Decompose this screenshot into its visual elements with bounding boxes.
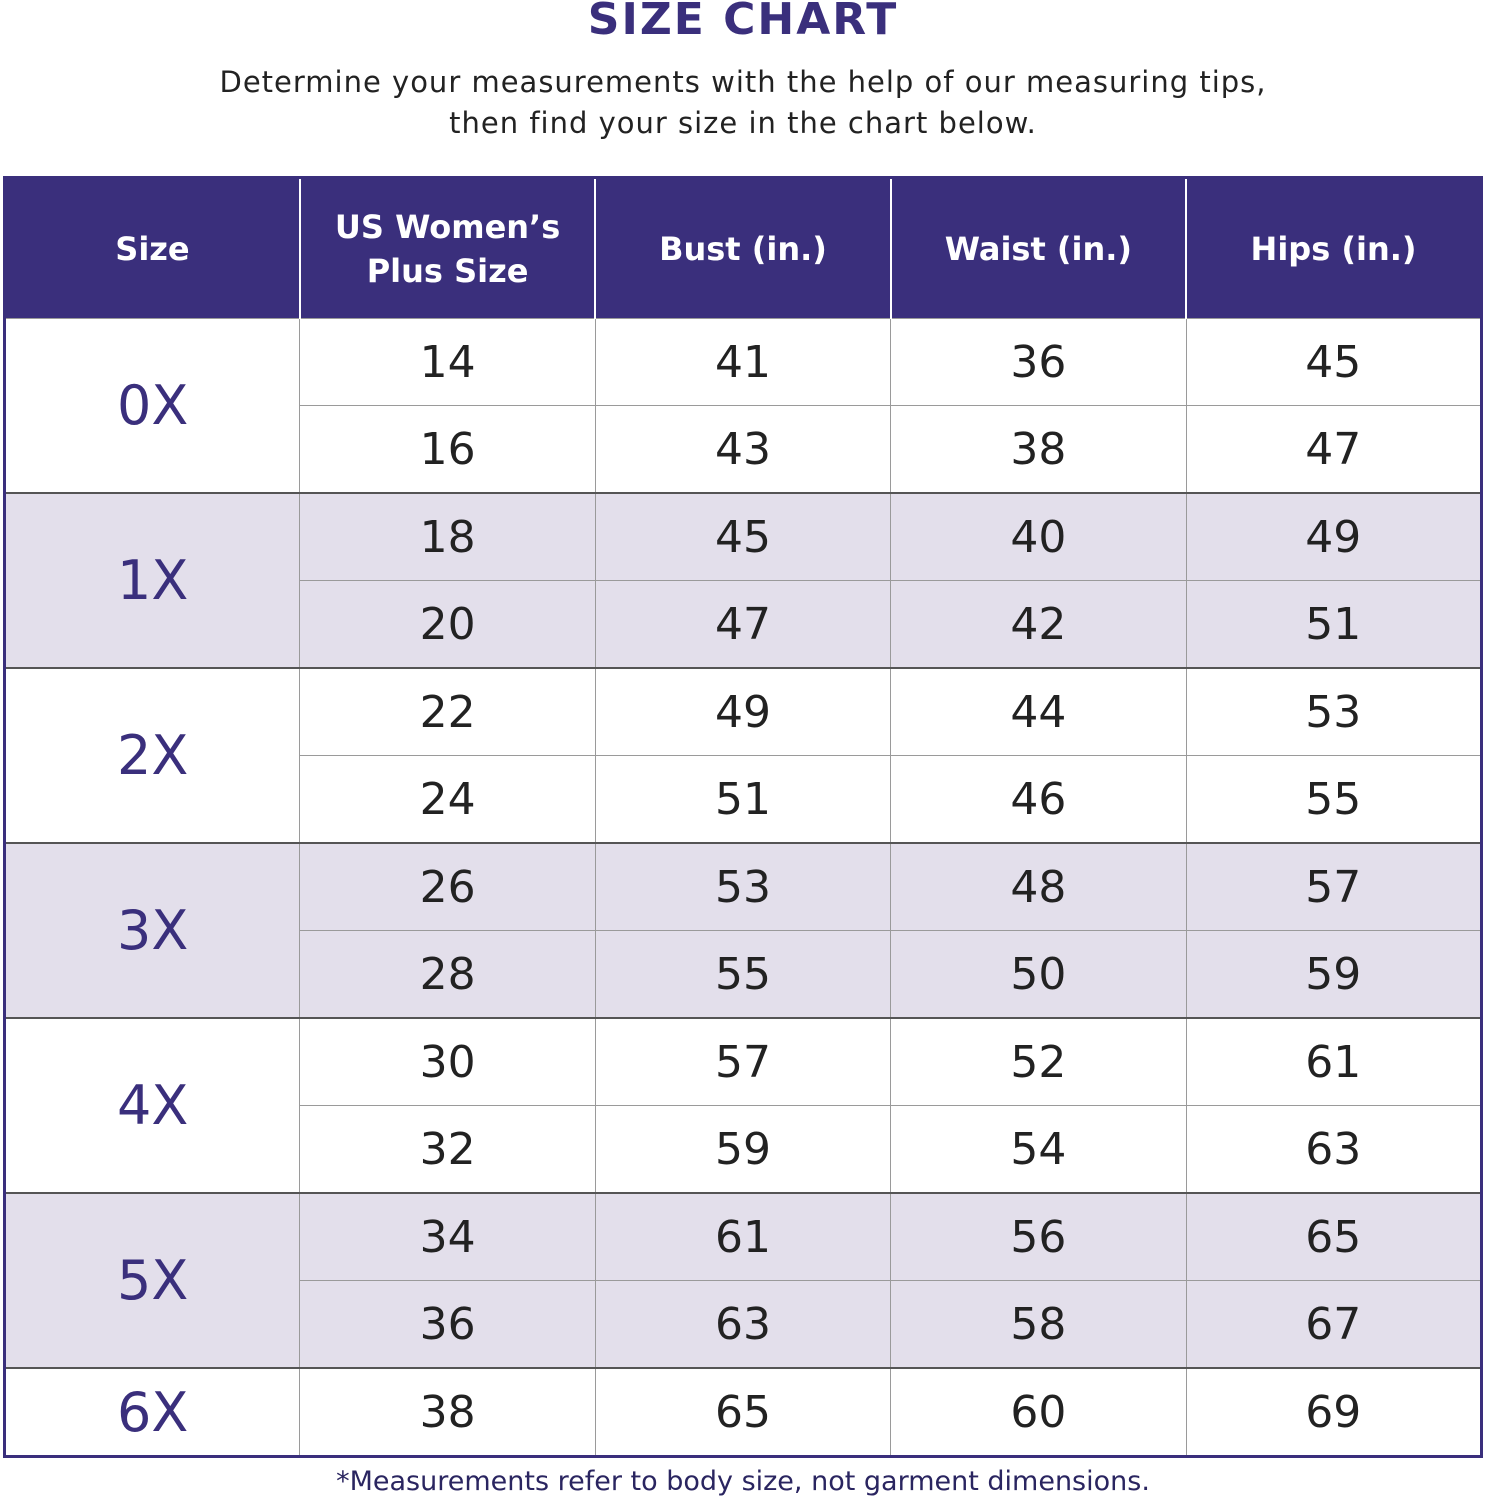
header-waist: Waist (in.)	[889, 177, 1187, 319]
table-row: 2X 22 49 44 53	[3, 667, 1483, 844]
bust-cell: 57	[594, 1017, 892, 1106]
waist-cell: 46	[890, 755, 1187, 844]
us-size-cell: 34	[299, 1192, 596, 1281]
waist-cell: 60	[890, 1367, 1187, 1457]
hips-cell: 45	[1185, 318, 1483, 406]
us-size-cell: 26	[299, 842, 596, 931]
header-bust: Bust (in.)	[594, 177, 891, 319]
size-cell: 0X	[3, 318, 301, 494]
waist-cell: 36	[890, 318, 1187, 406]
hips-cell: 69	[1185, 1367, 1483, 1457]
bust-cell: 49	[594, 667, 892, 756]
bust-cell: 45	[594, 492, 892, 581]
us-size-cell: 20	[299, 580, 596, 669]
bust-cell: 41	[594, 318, 892, 406]
us-size-cell: 22	[299, 667, 596, 756]
waist-cell: 44	[890, 667, 1187, 756]
table-row: 1X 18 45 40 49	[3, 492, 1483, 669]
waist-cell: 58	[890, 1280, 1187, 1369]
size-cell: 5X	[3, 1192, 301, 1369]
table-row: 6X 38 65 60 69	[3, 1367, 1483, 1457]
header-hips: Hips (in.)	[1185, 177, 1482, 319]
waist-cell: 38	[890, 405, 1187, 494]
hips-cell: 55	[1185, 755, 1483, 844]
hips-cell: 47	[1185, 405, 1483, 494]
us-size-cell: 28	[299, 930, 596, 1019]
table-row: 36 63 58 67	[5, 1280, 1483, 1369]
table-row: 0X 14 41 36 45	[3, 318, 1483, 494]
header-us-womens-plus-size: US Women’s Plus Size	[298, 177, 596, 319]
waist-cell: 50	[890, 930, 1187, 1019]
page-title: SIZE CHART	[587, 0, 899, 45]
us-size-cell: 24	[299, 755, 596, 844]
table-row: 4X 30 57 52 61	[3, 1017, 1483, 1194]
us-size-cell: 30	[299, 1017, 596, 1106]
bust-cell: 59	[594, 1105, 892, 1194]
bust-cell: 51	[594, 755, 892, 844]
us-size-cell: 18	[299, 492, 596, 581]
us-size-cell: 38	[299, 1367, 596, 1457]
bust-cell: 43	[594, 405, 892, 494]
header-size: Size	[4, 177, 300, 319]
table-row: 28 55 50 59	[5, 930, 1483, 1019]
waist-cell: 54	[890, 1105, 1187, 1194]
table-body: 0X 14 41 36 45 16 43 38 47 1X 18 45 40 49 20 47 42 51 2X 22…	[3, 318, 1483, 1457]
us-size-cell: 32	[299, 1105, 596, 1194]
subtitle-line-1: Determine your measurements with the hel…	[219, 65, 1267, 99]
hips-cell: 59	[1185, 930, 1483, 1019]
us-size-cell: 16	[299, 405, 596, 494]
us-size-cell: 36	[299, 1280, 596, 1369]
size-cell: 2X	[3, 667, 301, 844]
hips-cell: 67	[1185, 1280, 1483, 1369]
bust-cell: 47	[594, 580, 892, 669]
footnote: *Measurements refer to body size, not ga…	[336, 1466, 1150, 1497]
bust-cell: 63	[594, 1280, 892, 1369]
bust-cell: 53	[594, 842, 892, 931]
table-row: 3X 26 53 48 57	[3, 842, 1483, 1019]
size-cell: 1X	[3, 492, 301, 669]
subtitle: Determine your measurements with the hel…	[0, 62, 1486, 144]
table-row: 24 51 46 55	[5, 755, 1483, 844]
waist-cell: 48	[890, 842, 1187, 931]
size-cell: 3X	[3, 842, 301, 1019]
waist-cell: 52	[890, 1017, 1187, 1106]
hips-cell: 63	[1185, 1105, 1483, 1194]
table-row: 20 47 42 51	[5, 580, 1483, 669]
bust-cell: 55	[594, 930, 892, 1019]
hips-cell: 53	[1185, 667, 1483, 756]
hips-cell: 65	[1185, 1192, 1483, 1281]
waist-cell: 56	[890, 1192, 1187, 1281]
hips-cell: 57	[1185, 842, 1483, 931]
hips-cell: 51	[1185, 580, 1483, 669]
table-row: 5X 34 61 56 65	[3, 1192, 1483, 1369]
bust-cell: 65	[594, 1367, 892, 1457]
waist-cell: 42	[890, 580, 1187, 669]
header-us-womens-plus-size-label: US Women’s Plus Size	[334, 207, 561, 290]
size-cell: 4X	[3, 1017, 301, 1194]
table-header-row: Size US Women’s Plus Size Bust (in.) Wai…	[4, 177, 1482, 319]
bust-cell: 61	[594, 1192, 892, 1281]
size-cell: 6X	[3, 1367, 301, 1457]
hips-cell: 49	[1185, 492, 1483, 581]
waist-cell: 40	[890, 492, 1187, 581]
us-size-cell: 14	[299, 318, 596, 406]
hips-cell: 61	[1185, 1017, 1483, 1106]
size-chart-table: Size US Women’s Plus Size Bust (in.) Wai…	[3, 176, 1483, 1458]
subtitle-line-2: then find your size in the chart below.	[449, 106, 1037, 140]
